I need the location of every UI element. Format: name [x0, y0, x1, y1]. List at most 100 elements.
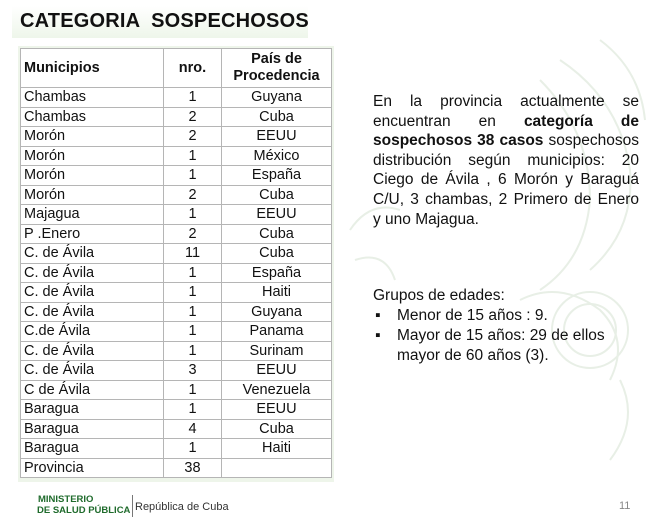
cell-pais: Haiti: [221, 282, 332, 303]
cell-pais: Cuba: [221, 106, 332, 127]
cell-nro: 1: [163, 340, 222, 361]
table-row: C. de Ávila 1 Guyana: [20, 301, 332, 322]
table-row: Baragua 1 EEUU: [20, 399, 332, 420]
cell-municipio: Baragua: [20, 438, 164, 459]
table-row: Chambas 1 Guyana: [20, 87, 332, 108]
table-row: Baragua 4 Cuba: [20, 418, 332, 439]
table-row: Morón 1 España: [20, 165, 332, 186]
table-row: P .Enero 2 Cuba: [20, 223, 332, 244]
header-nro: nro.: [163, 48, 222, 88]
square-bullet-icon: ▪: [375, 327, 381, 344]
cell-municipio: C. de Ávila: [20, 243, 164, 264]
cell-nro: 3: [163, 360, 222, 381]
header-municipios: Municipios: [20, 48, 164, 88]
cell-pais: Cuba: [221, 223, 332, 244]
cell-nro: 1: [163, 165, 222, 186]
cell-pais: EEUU: [221, 204, 332, 225]
cell-pais: México: [221, 145, 332, 166]
cell-pais: España: [221, 262, 332, 283]
cell-pais: Cuba: [221, 418, 332, 439]
cell-municipio: Chambas: [20, 87, 164, 108]
table-row: Morón 2 EEUU: [20, 126, 332, 147]
summary-paragraph: En la provincia actualmente se encuentra…: [373, 92, 639, 229]
table-row: C de Ávila 1 Venezuela: [20, 379, 332, 400]
ministry-line-1: MINISTERIO: [38, 494, 94, 505]
cell-nro: 1: [163, 399, 222, 420]
cell-municipio: C.de Ávila: [20, 321, 164, 342]
cell-municipio: Chambas: [20, 106, 164, 127]
cell-nro: 1: [163, 438, 222, 459]
table-row: Majagua 1 EEUU: [20, 204, 332, 225]
cell-municipio: Provincia: [20, 457, 164, 478]
table-header-row: Municipios nro. País de Procedencia: [20, 48, 332, 88]
table-row: C. de Ávila 11 Cuba: [20, 243, 332, 264]
republic-label: República de Cuba: [135, 501, 229, 513]
cell-pais: Guyana: [221, 87, 332, 108]
cell-nro: 1: [163, 145, 222, 166]
cell-nro: 1: [163, 321, 222, 342]
age-group-text: Menor de 15 años : 9.: [397, 307, 548, 324]
table-row: Baragua 1 Haiti: [20, 438, 332, 459]
cell-municipio: C. de Ávila: [20, 360, 164, 381]
summary-bold-text: categoría de sospechosos 38 casos: [373, 112, 640, 150]
cell-pais: Cuba: [221, 243, 332, 264]
cell-municipio: Morón: [20, 126, 164, 147]
table-row: Morón 2 Cuba: [20, 184, 332, 205]
cell-municipio: P .Enero: [20, 223, 164, 244]
cell-pais: [221, 457, 332, 478]
cell-municipio: C. de Ávila: [20, 262, 164, 283]
ministry-line-2: DE SALUD PÚBLICA: [37, 505, 131, 516]
page-title: CATEGORIA SOSPECHOSOS: [20, 10, 309, 32]
cell-pais: Panama: [221, 321, 332, 342]
cell-nro: 1: [163, 282, 222, 303]
age-groups-heading: Grupos de edades:: [373, 287, 505, 304]
table-row: C. de Ávila 1 España: [20, 262, 332, 283]
age-group-text: Mayor de 15 años: 29 de ellos mayor de 6…: [397, 327, 605, 364]
cell-nro: 2: [163, 106, 222, 127]
table-row: C. de Ávila 1 Surinam: [20, 340, 332, 361]
table-row: C. de Ávila 1 Haiti: [20, 282, 332, 303]
cell-pais: Venezuela: [221, 379, 332, 400]
table-row: Chambas 2 Cuba: [20, 106, 332, 127]
age-group-item: ▪ Menor de 15 años : 9.: [373, 306, 643, 326]
cell-municipio: Baragua: [20, 418, 164, 439]
cell-municipio: C. de Ávila: [20, 340, 164, 361]
cell-nro: 38: [163, 457, 222, 478]
summary-text-1: En la provincia actualmente se encuentra…: [373, 93, 639, 130]
page-number: 11: [619, 500, 631, 512]
cell-nro: 2: [163, 184, 222, 205]
cell-municipio: C. de Ávila: [20, 301, 164, 322]
cell-municipio: Morón: [20, 165, 164, 186]
cell-pais: EEUU: [221, 399, 332, 420]
cell-nro: 2: [163, 223, 222, 244]
cell-pais: EEUU: [221, 126, 332, 147]
table-row: Morón 1 México: [20, 145, 332, 166]
cell-nro: 1: [163, 379, 222, 400]
cell-municipio: Morón: [20, 145, 164, 166]
table-total-row: Provincia 38: [20, 457, 332, 478]
cell-municipio: C de Ávila: [20, 379, 164, 400]
cell-municipio: Majagua: [20, 204, 164, 225]
table-row: C. de Ávila 3 EEUU: [20, 360, 332, 381]
cell-nro: 1: [163, 204, 222, 225]
cell-municipio: C. de Ávila: [20, 282, 164, 303]
age-groups: Grupos de edades: ▪ Menor de 15 años : 9…: [373, 286, 643, 366]
title-bar: CATEGORIA SOSPECHOSOS: [12, 6, 309, 38]
cell-nro: 11: [163, 243, 222, 264]
cell-pais: España: [221, 165, 332, 186]
table-row: C.de Ávila 1 Panama: [20, 321, 332, 342]
cell-pais: Cuba: [221, 184, 332, 205]
suspects-table: Municipios nro. País de Procedencia Cham…: [20, 48, 332, 478]
cell-nro: 2: [163, 126, 222, 147]
header-pais: País de Procedencia: [221, 48, 332, 88]
cell-pais: Surinam: [221, 340, 332, 361]
cell-municipio: Morón: [20, 184, 164, 205]
cell-municipio: Baragua: [20, 399, 164, 420]
age-group-item: ▪ Mayor de 15 años: 29 de ellos mayor de…: [373, 326, 643, 366]
cell-nro: 4: [163, 418, 222, 439]
summary-text-2: sospechosos distribución según municipio…: [373, 132, 639, 228]
cell-nro: 1: [163, 87, 222, 108]
cell-pais: EEUU: [221, 360, 332, 381]
square-bullet-icon: ▪: [375, 307, 381, 324]
